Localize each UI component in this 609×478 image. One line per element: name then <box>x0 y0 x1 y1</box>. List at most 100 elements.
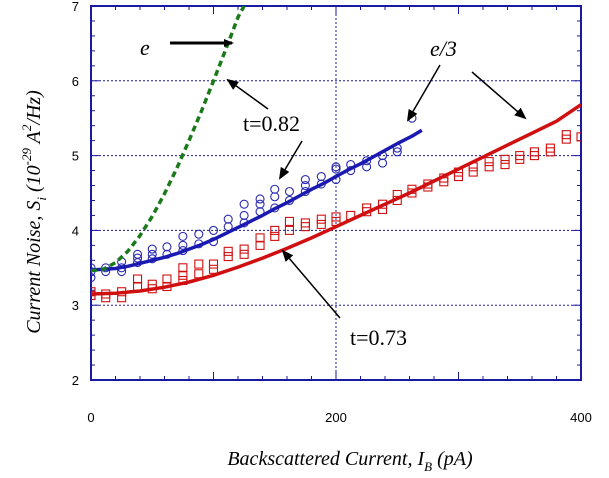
annotation-e3: e/3 <box>430 36 457 61</box>
annotation-t082: t=0.82 <box>243 111 300 136</box>
data-point-circle <box>331 164 341 174</box>
data-point-square <box>284 225 295 235</box>
series-line <box>91 103 581 296</box>
data-point-square <box>270 225 280 235</box>
data-point-circle <box>270 184 280 194</box>
data-point-square <box>194 269 204 279</box>
data-point-square <box>300 218 310 228</box>
data-point-circle <box>284 186 295 197</box>
arrow-e3-left <box>406 64 441 122</box>
data-point-circle <box>316 171 326 182</box>
data-point-square <box>316 219 326 229</box>
data-point-circle <box>178 231 188 241</box>
data-point-square <box>239 244 249 254</box>
data-point-square <box>561 130 571 140</box>
data-point-square <box>515 151 525 161</box>
x-tick-label: 400 <box>570 410 592 425</box>
data-point-square <box>178 263 188 273</box>
data-point-square <box>331 212 341 222</box>
data-point-circle <box>223 214 233 224</box>
data-point-circle <box>91 272 96 283</box>
x-tick-label: 200 <box>325 410 347 425</box>
data-point-square <box>545 143 555 153</box>
data-point-circle <box>300 174 310 185</box>
data-point-square <box>133 274 143 284</box>
data-point-square <box>194 259 204 269</box>
data-point-square <box>484 162 494 172</box>
data-point-circle <box>239 199 249 209</box>
arrow-t082-up <box>226 78 269 110</box>
data-point-circle <box>147 249 157 259</box>
data-point-square <box>117 293 127 303</box>
data-point-circle <box>255 199 265 209</box>
x-tick-label: 0 <box>87 410 94 425</box>
data-point-circle <box>194 229 204 239</box>
y-axis-title-mid: A <box>23 130 45 148</box>
series-line <box>91 128 423 272</box>
data-point-circle <box>300 180 310 191</box>
y-axis-title-exp: -29 <box>19 148 34 166</box>
data-point-circle <box>133 253 143 263</box>
data-point-square <box>284 216 295 226</box>
y-tick-label: 5 <box>72 149 79 164</box>
y-tick-label: 6 <box>72 74 79 89</box>
x-axis-title-sub: B <box>424 459 432 474</box>
data-point-square <box>223 246 233 256</box>
arrow-t073 <box>281 249 341 319</box>
data-point-square <box>316 214 326 224</box>
data-point-square <box>162 274 172 284</box>
data-point-square <box>239 249 249 259</box>
y-tick-label: 7 <box>72 0 79 14</box>
grid <box>91 6 581 380</box>
data-point-circle <box>178 240 188 250</box>
data-point-square <box>223 252 233 262</box>
data-point-circle <box>162 242 172 252</box>
data-point-circle <box>331 162 341 172</box>
data-point-square <box>208 264 219 274</box>
data-point-square <box>270 231 280 241</box>
data-point-square <box>500 154 510 164</box>
series-line-dashed <box>91 6 246 273</box>
data-point-circle <box>392 147 402 157</box>
arrow-t082-down <box>278 140 303 180</box>
data-point-circle <box>255 194 265 204</box>
data-point-square <box>529 147 540 157</box>
series-layer <box>91 6 581 303</box>
data-point-square <box>468 167 478 177</box>
annotation-e: e <box>140 35 150 60</box>
y-tick-label: 2 <box>72 373 79 388</box>
data-point-circle <box>91 263 96 273</box>
plot-area <box>90 5 582 381</box>
annotation-t073: t=0.73 <box>350 325 407 350</box>
data-point-circle <box>362 162 372 172</box>
arrow-e3-right <box>471 71 527 120</box>
data-point-square <box>255 233 265 243</box>
data-point-circle <box>133 249 143 259</box>
data-point-circle <box>377 158 388 168</box>
y-axis-title-sub: i <box>34 197 49 201</box>
data-point-square <box>484 157 494 167</box>
data-point-square <box>208 259 219 269</box>
y-tick-label: 3 <box>72 298 79 313</box>
data-point-circle <box>270 192 280 202</box>
data-point-circle <box>208 225 219 235</box>
y-axis-title-text: Current Noise, S <box>23 201 45 334</box>
y-tick-label: 4 <box>72 223 79 238</box>
tick-labels: 0 200 400 2 3 4 5 6 7 <box>72 0 592 425</box>
y-axis-title-open: (10 <box>23 165 45 197</box>
y-axis-title-close: /Hz) <box>23 90 45 126</box>
data-point-circle <box>147 244 157 254</box>
y-axis-title: Current Noise, Si (10-29 A2/Hz) <box>19 90 49 334</box>
x-axis-title-text: Backscattered Current, I <box>227 448 425 470</box>
data-point-square <box>91 287 96 297</box>
x-axis-title-unit: (pA) <box>432 448 473 470</box>
axis-ticks <box>90 5 582 381</box>
data-point-square <box>255 240 265 250</box>
data-point-square <box>500 160 510 170</box>
data-point-square <box>178 270 188 280</box>
y-axis-title-exp2: 2 <box>19 124 34 131</box>
x-axis-title: Backscattered Current, IB (pA) <box>227 448 473 474</box>
data-point-circle <box>239 210 249 220</box>
data-point-square <box>576 132 581 142</box>
